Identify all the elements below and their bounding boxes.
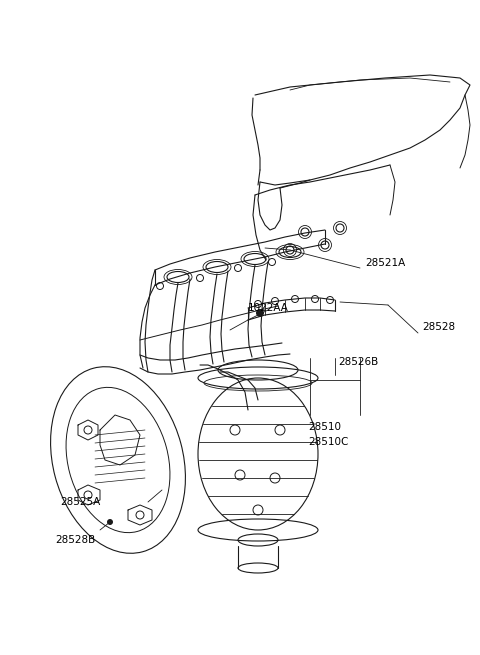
Text: 28525A: 28525A [60, 497, 100, 507]
Circle shape [107, 519, 113, 525]
Text: 1022AA: 1022AA [248, 303, 289, 313]
Text: 28528B: 28528B [55, 535, 95, 545]
Circle shape [256, 309, 264, 317]
Text: 28510: 28510 [308, 422, 341, 432]
Text: 28510C: 28510C [308, 437, 348, 447]
Text: 28526B: 28526B [338, 357, 378, 367]
Text: 28521A: 28521A [365, 258, 405, 268]
Text: 28528: 28528 [422, 322, 455, 332]
